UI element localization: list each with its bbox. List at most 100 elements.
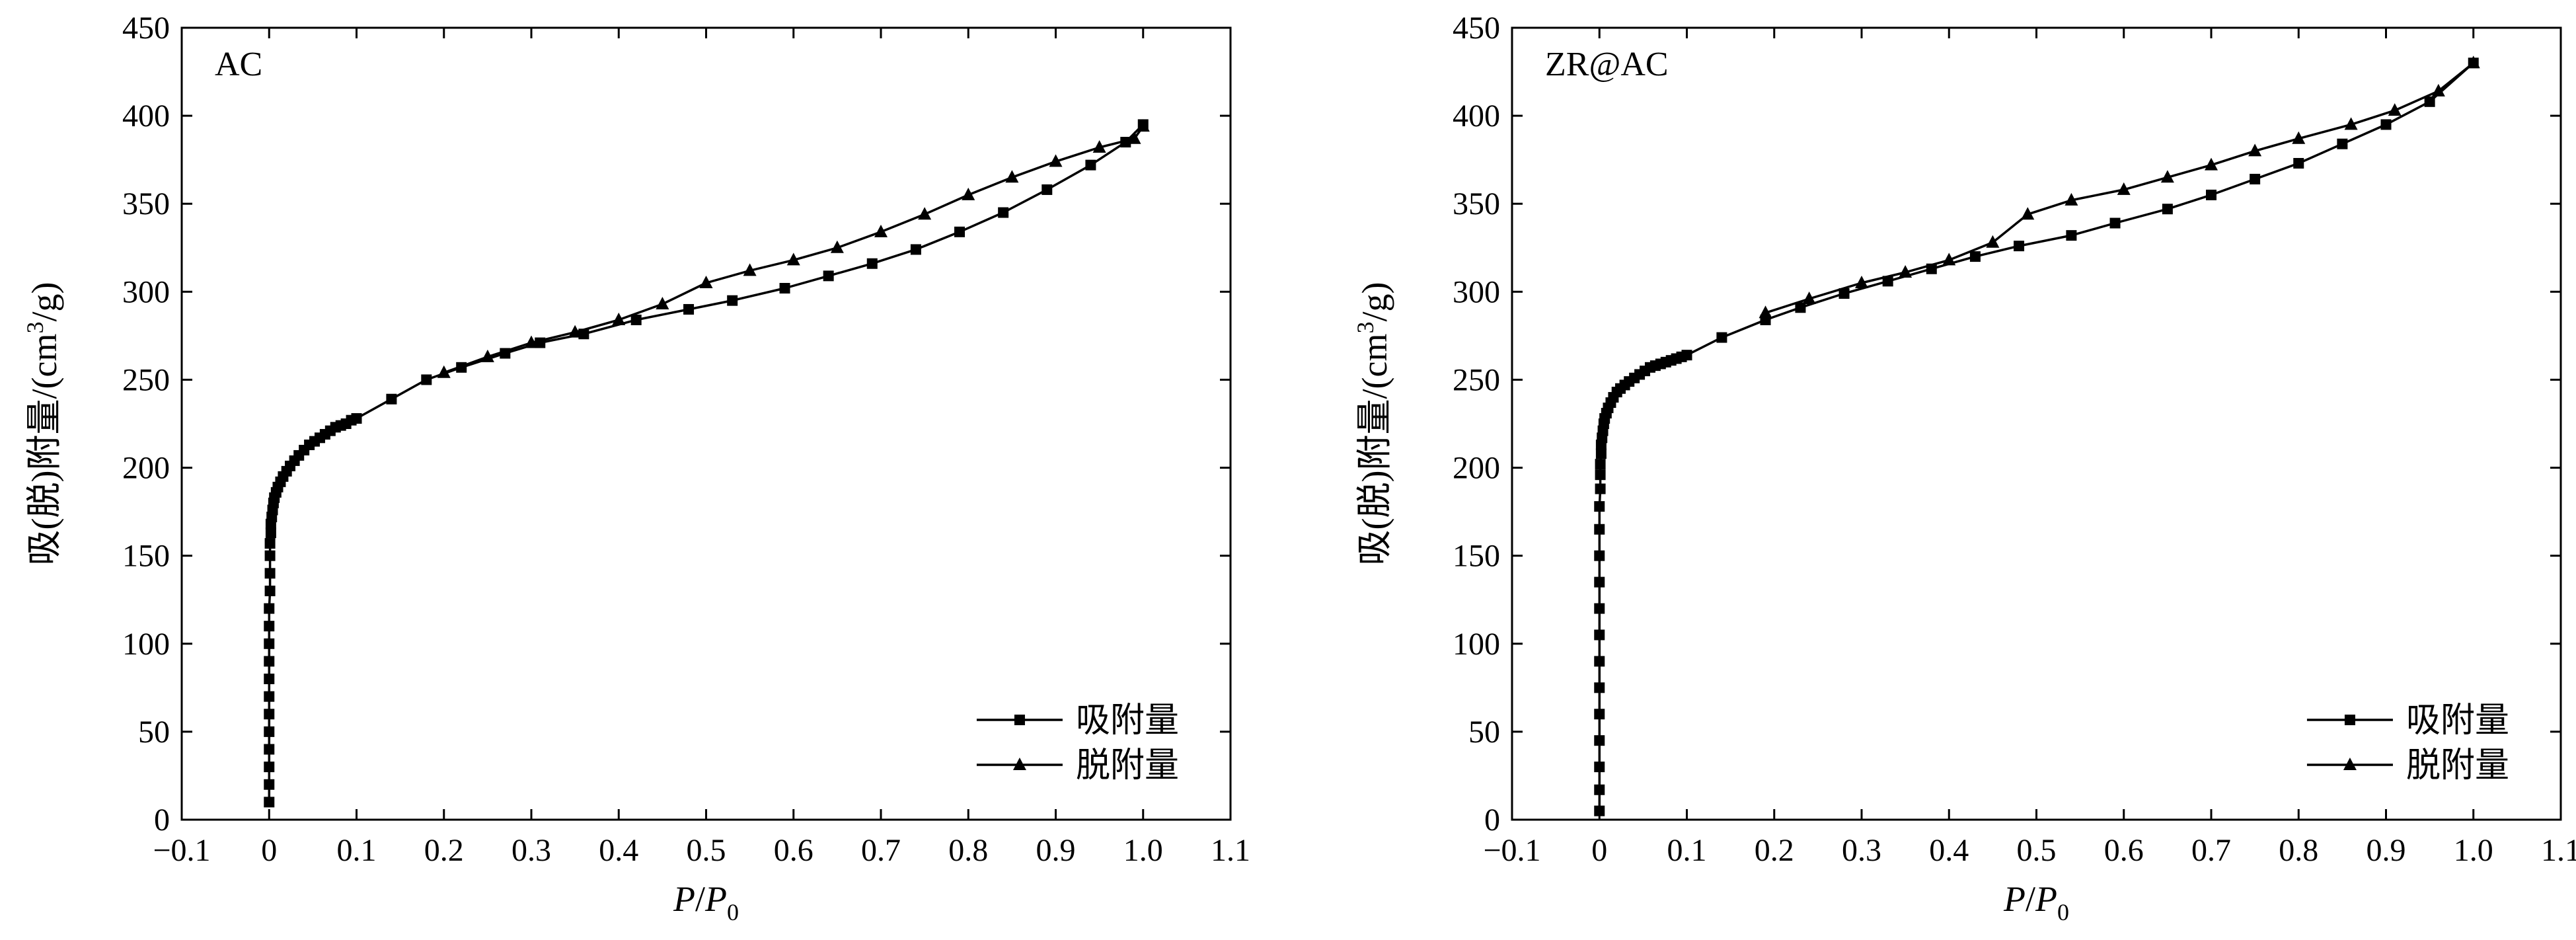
x-tick-label: 0.6: [2104, 833, 2144, 868]
x-tick-label: 0.2: [1755, 833, 1794, 868]
x-tick-label: 0.3: [1842, 833, 1881, 868]
data-point-square: [1594, 524, 1605, 535]
y-tick-label: 200: [1453, 451, 1500, 486]
data-point-square: [1681, 350, 1692, 361]
data-point-triangle: [2344, 117, 2358, 130]
y-tick-label: 400: [122, 98, 170, 134]
x-tick-label: −0.1: [1483, 833, 1540, 868]
data-point-square: [1594, 709, 1605, 720]
y-tick-label: 350: [122, 186, 170, 221]
data-point-square: [264, 797, 275, 808]
data-point-square: [1594, 603, 1605, 614]
data-point-triangle: [2466, 56, 2480, 69]
panel-title: ZR@AC: [1545, 46, 1669, 83]
data-point-triangle: [2065, 192, 2078, 206]
data-point-square: [1594, 762, 1605, 773]
data-point-square: [264, 709, 275, 720]
data-point-square: [866, 258, 878, 269]
x-axis-label: P/P0: [2003, 879, 2069, 925]
x-tick-label: 0.7: [861, 833, 901, 868]
y-tick-label: 300: [1453, 274, 1500, 309]
data-point-square: [1594, 805, 1605, 816]
legend-marker-triangle: [1012, 758, 1026, 771]
x-tick-label: 0.2: [424, 833, 464, 868]
panel-title: AC: [215, 46, 262, 83]
data-point-square: [2380, 119, 2392, 130]
data-point-triangle: [437, 365, 451, 378]
series-line-adsorption: [268, 124, 1145, 803]
data-point-triangle: [2388, 103, 2402, 116]
y-tick-label: 0: [154, 803, 170, 838]
y-tick-label: 250: [1453, 362, 1500, 397]
data-point-square: [264, 691, 275, 702]
data-point-triangle: [568, 325, 582, 338]
data-point-square: [779, 283, 790, 294]
data-point-square: [264, 656, 275, 667]
data-point-square: [1716, 332, 1727, 343]
data-point-square: [386, 393, 397, 405]
chart-ac: −0.1 0 0.1 0.2 0.3 0.4 0.5 0.6 0.7 0.8 0.9 1.0 1.105…: [22, 11, 1250, 925]
data-point-square: [630, 314, 642, 325]
data-point-triangle: [830, 240, 844, 253]
data-point-square: [2109, 217, 2121, 229]
data-point-triangle: [786, 253, 800, 266]
data-point-square: [1882, 276, 1893, 287]
data-point-triangle: [1049, 154, 1063, 167]
legend-marker-square: [1014, 715, 1025, 726]
y-tick-label: 400: [1453, 98, 1500, 134]
y-tick-label: 100: [1453, 627, 1500, 662]
data-point-triangle: [1136, 119, 1150, 132]
data-point-square: [910, 244, 921, 255]
data-point-triangle: [612, 312, 626, 325]
data-point-square: [264, 538, 276, 549]
y-axis-label: 吸(脱)附量/(cm3/g): [1352, 282, 1394, 566]
data-point-triangle: [525, 335, 538, 348]
data-point-square: [264, 762, 275, 773]
data-point-triangle: [962, 187, 975, 200]
x-tick-label: 0.4: [1929, 833, 1969, 868]
y-tick-label: 250: [122, 362, 170, 397]
data-point-triangle: [2248, 143, 2262, 157]
x-tick-label: 1.1: [2541, 833, 2576, 868]
y-tick-label: 200: [122, 451, 170, 486]
x-tick-label: −0.1: [153, 833, 210, 868]
x-tick-label: 0.7: [2191, 833, 2231, 868]
data-point-triangle: [1986, 235, 2000, 248]
x-tick-label: 0.6: [774, 833, 814, 868]
data-point-square: [1595, 459, 1606, 470]
data-point-square: [264, 779, 275, 790]
y-tick-label: 150: [122, 539, 170, 574]
data-point-square: [2206, 189, 2216, 200]
data-point-square: [2250, 173, 2261, 184]
data-point-square: [998, 207, 1009, 218]
data-point-square: [264, 550, 276, 561]
x-tick-label: 0.5: [2017, 833, 2057, 868]
x-axis-label: P/P0: [673, 879, 739, 925]
data-point-triangle: [480, 349, 494, 362]
data-point-square: [2066, 230, 2077, 241]
data-point-triangle: [1092, 140, 1106, 153]
data-point-square: [1594, 735, 1605, 746]
data-point-square: [1594, 629, 1605, 641]
data-point-triangle: [1942, 253, 1956, 266]
data-point-square: [2014, 241, 2025, 252]
series-line-desorption: [1764, 61, 2474, 314]
y-tick-label: 100: [122, 627, 170, 662]
data-point-triangle: [2160, 170, 2174, 183]
data-point-triangle: [2431, 83, 2445, 97]
data-point-square: [264, 585, 276, 596]
data-point-square: [727, 295, 738, 306]
data-point-triangle: [1005, 170, 1019, 183]
data-point-triangle: [1759, 305, 1772, 319]
data-point-triangle: [2117, 182, 2131, 195]
y-tick-label: 50: [1468, 715, 1500, 750]
data-point-square: [421, 374, 432, 385]
data-point-triangle: [2021, 207, 2035, 220]
x-tick-label: 0.9: [1036, 833, 1076, 868]
data-point-square: [264, 568, 276, 579]
data-point-square: [264, 674, 275, 685]
data-point-square: [264, 603, 275, 614]
y-tick-label: 350: [1453, 186, 1500, 221]
